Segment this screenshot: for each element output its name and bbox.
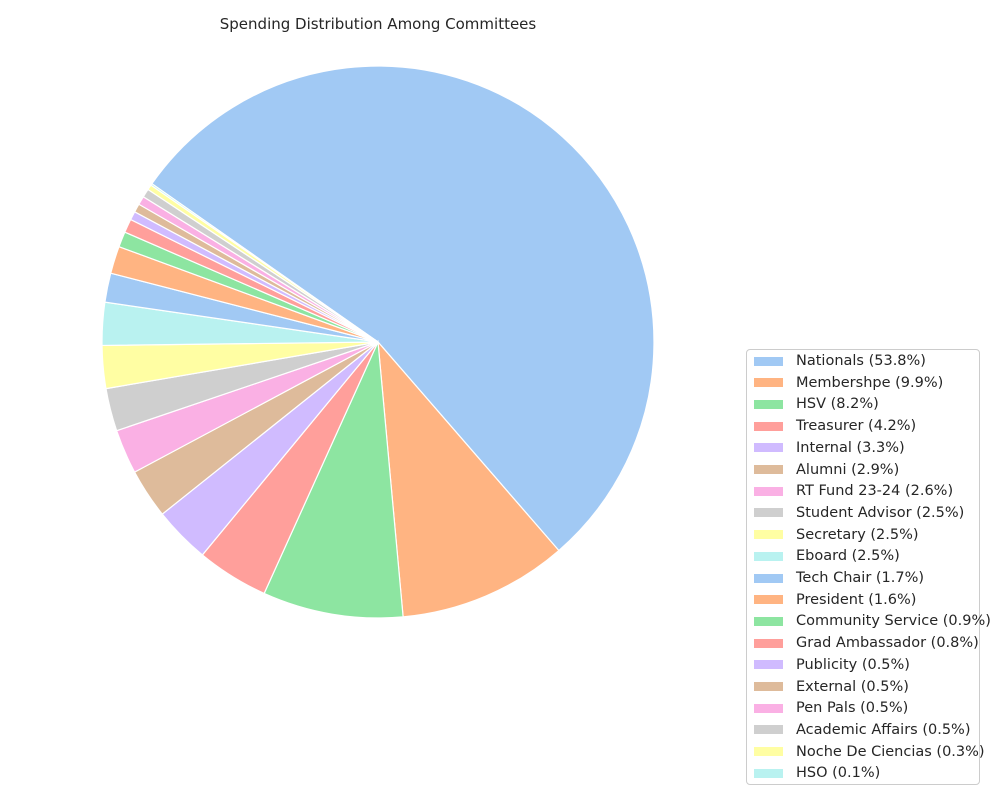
legend-swatch [754, 725, 783, 735]
legend-swatch [754, 356, 783, 366]
legend-label: HSV (8.2%) [796, 396, 879, 413]
legend-label: Grad Ambassador (0.8%) [796, 635, 979, 652]
legend-swatch [754, 421, 783, 431]
legend-item: Tech Chair (1.7%) [754, 568, 924, 588]
legend-label: President (1.6%) [796, 591, 917, 608]
legend-item: Eboard (2.5%) [754, 546, 900, 566]
legend-item: HSO (0.1%) [754, 763, 880, 783]
legend-swatch [754, 486, 783, 496]
legend-swatch [754, 616, 783, 626]
pie-slice [151, 65, 655, 552]
legend: Nationals (53.8%) Membershpe (9.9%) HSV (8… [746, 349, 991, 785]
legend-item: HSV (8.2%) [754, 394, 879, 414]
legend-label: External (0.5%) [796, 678, 909, 695]
legend-label: Publicity (0.5%) [796, 656, 910, 673]
legend-label: Alumni (2.9%) [796, 461, 900, 478]
legend-swatch [754, 660, 783, 670]
chart-title: Spending Distribution Among Committees [219, 15, 537, 33]
legend-label: Membershpe (9.9%) [796, 374, 944, 391]
legend-swatch [754, 638, 783, 648]
legend-swatch [754, 703, 783, 713]
legend-swatch [754, 768, 783, 778]
legend-label: Internal (3.3%) [796, 439, 905, 456]
legend-item: Secretary (2.5%) [754, 525, 919, 545]
legend-swatch [754, 747, 783, 757]
legend-label: Eboard (2.5%) [796, 548, 900, 565]
legend-item: President (1.6%) [754, 590, 916, 610]
legend-item: Nationals (53.8%) [754, 351, 926, 371]
legend-label: HSO (0.1%) [796, 765, 881, 782]
legend-item: Alumni (2.9%) [754, 460, 899, 480]
legend-swatch [754, 443, 783, 453]
legend-item: Grad Ambassador (0.8%) [754, 633, 979, 653]
legend-label: Tech Chair (1.7%) [796, 570, 925, 586]
legend-label: Community Service (0.9%) [796, 613, 991, 630]
legend-item: Treasurer (4.2%) [754, 416, 916, 436]
legend-item: Internal (3.3%) [754, 438, 905, 458]
legend-swatch [754, 399, 783, 409]
legend-swatch [754, 465, 783, 474]
legend-label: RT Fund 23-24 (2.6%) [796, 483, 954, 500]
legend-item: Pen Pals (0.5%) [754, 698, 908, 718]
pie-chart [101, 65, 655, 619]
legend-swatch [754, 682, 783, 691]
legend-label: Secretary (2.5%) [796, 526, 919, 543]
legend-item: Publicity (0.5%) [754, 655, 910, 675]
legend-item: Academic Affairs (0.5%) [754, 720, 970, 740]
legend-item: Student Advisor (2.5%) [754, 503, 964, 523]
legend-item: External (0.5%) [754, 677, 909, 697]
legend-swatch [754, 573, 783, 583]
pie-slice [150, 182, 379, 343]
pie-slice [377, 340, 560, 618]
legend-item: RT Fund 23-24 (2.6%) [754, 481, 953, 501]
legend-label: Pen Pals (0.5%) [796, 700, 909, 717]
legend-label: Student Advisor (2.5%) [796, 504, 965, 521]
legend-swatch [754, 508, 783, 518]
pie-slice [263, 339, 404, 619]
legend-label: Academic Affairs (0.5%) [796, 721, 971, 738]
legend-label: Noche De Ciencias (0.3%) [796, 743, 985, 760]
legend-swatch [754, 595, 783, 605]
legend-label: Treasurer (4.2%) [796, 418, 917, 435]
legend-item: Noche De Ciencias (0.3%) [754, 742, 985, 762]
legend-swatch [754, 378, 783, 388]
legend-swatch [754, 551, 783, 561]
legend-swatch [754, 530, 783, 540]
legend-label: Nationals (53.8%) [796, 353, 926, 369]
legend-item: Membershpe (9.9%) [754, 373, 943, 393]
legend-item: Community Service (0.9%) [754, 611, 991, 631]
